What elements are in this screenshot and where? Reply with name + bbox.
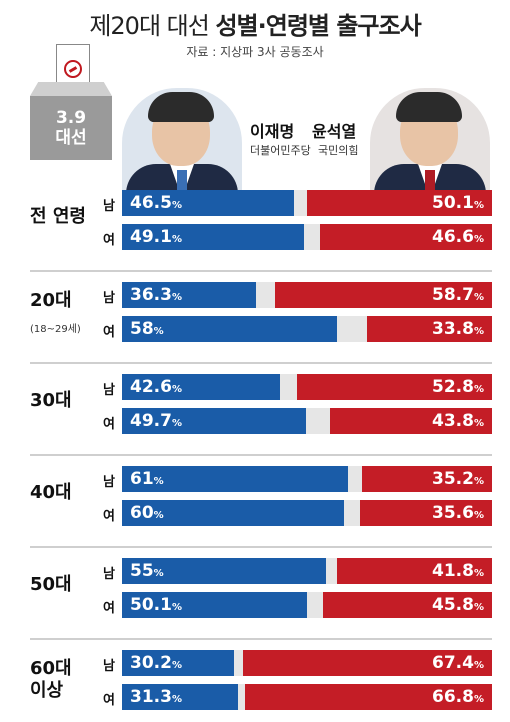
title-light: 제20대 대선 <box>89 12 209 40</box>
ballot-box-icon: 3.9 대선 <box>30 96 112 160</box>
gender-label: 여 <box>103 509 115 524</box>
bar-yoon <box>337 558 492 584</box>
group-divider <box>30 638 492 640</box>
chart-title: 제20대 대선 성별·연령별 출구조사 <box>0 6 510 41</box>
bar-lee <box>122 408 306 434</box>
hair-shape <box>148 92 214 122</box>
value-label-yoon: 41.8% <box>432 561 484 581</box>
ballot-box-lid <box>30 82 112 96</box>
value-label-yoon: 35.6% <box>432 503 484 523</box>
group-label: 20대 <box>30 290 98 312</box>
bar-lee <box>122 500 344 526</box>
bar-lee <box>122 316 337 342</box>
bar-yoon <box>360 500 492 526</box>
gender-label: 여 <box>103 693 115 708</box>
value-label-lee: 61% <box>130 469 164 489</box>
gender-label: 남 <box>103 383 115 398</box>
bar-yoon <box>319 224 492 250</box>
bar-lee <box>122 684 238 710</box>
value-label-yoon: 67.4% <box>432 653 484 673</box>
bar-lee <box>122 592 308 618</box>
ballot-box-date: 3.9 <box>55 108 87 128</box>
source-note: 자료 : 지상파 3사 공동조사 <box>186 45 324 59</box>
gender-label: 남 <box>103 291 115 306</box>
gender-label: 여 <box>103 601 115 616</box>
tie-shape <box>425 170 435 196</box>
value-label-yoon: 46.6% <box>432 227 484 247</box>
bar-yoon <box>366 316 492 342</box>
value-label-lee: 30.2% <box>130 653 182 673</box>
gender-label: 여 <box>103 417 115 432</box>
bar-yoon <box>329 408 492 434</box>
bar-lee <box>122 282 257 308</box>
value-label-lee: 58% <box>130 319 164 339</box>
bar-yoon <box>274 282 492 308</box>
group-divider <box>30 546 492 548</box>
gender-label: 남 <box>103 199 115 214</box>
bar-yoon <box>244 684 492 710</box>
ballot-box-label: 대선 <box>55 128 87 148</box>
bar-yoon <box>361 466 492 492</box>
value-label-lee: 49.1% <box>130 227 182 247</box>
candidate-left-party: 더불어민주당 <box>250 144 311 157</box>
value-label-yoon: 33.8% <box>432 319 484 339</box>
value-label-yoon: 35.2% <box>432 469 484 489</box>
bar-yoon <box>242 650 492 676</box>
bar-lee <box>122 374 280 400</box>
gender-label: 여 <box>103 325 115 340</box>
group-divider <box>30 270 492 272</box>
value-label-lee: 31.3% <box>130 687 182 707</box>
group-label: 50대 <box>30 574 98 596</box>
value-label-yoon: 45.8% <box>432 595 484 615</box>
gender-label: 남 <box>103 567 115 582</box>
value-label-lee: 46.5% <box>130 193 182 213</box>
value-label-lee: 36.3% <box>130 285 182 305</box>
vote-stamp-icon <box>64 60 82 78</box>
group-label: 30대 <box>30 390 98 412</box>
group-label-line: 이상 <box>30 680 64 701</box>
bar-lee <box>122 466 348 492</box>
group-label-line: 30대 <box>30 390 72 411</box>
value-label-yoon: 52.8% <box>432 377 484 397</box>
candidate-left-name: 이재명 <box>250 122 295 141</box>
bar-lee <box>122 558 326 584</box>
group-label-line: 20대 <box>30 290 72 311</box>
group-label-line: 전 연령 <box>30 206 86 227</box>
value-label-lee: 49.7% <box>130 411 182 431</box>
bar-yoon <box>306 190 492 216</box>
value-label-yoon: 43.8% <box>432 411 484 431</box>
group-label: 60대 이상 <box>30 658 98 702</box>
group-divider <box>30 362 492 364</box>
hair-shape <box>396 92 462 122</box>
bar-yoon <box>322 592 492 618</box>
candidate-right-name: 윤석열 <box>312 122 357 141</box>
bar-lee <box>122 224 304 250</box>
group-label-line: 60대 <box>30 658 72 679</box>
bar-yoon <box>296 374 492 400</box>
value-label-lee: 55% <box>130 561 164 581</box>
group-label-line: 50대 <box>30 574 72 595</box>
bar-lee <box>122 650 234 676</box>
tie-shape <box>177 170 187 196</box>
value-label-yoon: 66.8% <box>432 687 484 707</box>
bar-lee <box>122 190 295 216</box>
candidate-right-party: 국민의힘 <box>318 144 359 157</box>
value-label-yoon: 50.1% <box>432 193 484 213</box>
value-label-lee: 50.1% <box>130 595 182 615</box>
title-bold: 성별·연령별 출구조사 <box>215 12 421 40</box>
gender-label: 남 <box>103 475 115 490</box>
group-divider <box>30 454 492 456</box>
gender-label: 여 <box>103 233 115 248</box>
gender-label: 남 <box>103 659 115 674</box>
group-sublabel: (18~29세) <box>30 324 81 335</box>
value-label-yoon: 58.7% <box>432 285 484 305</box>
value-label-lee: 42.6% <box>130 377 182 397</box>
group-label-line: 40대 <box>30 482 72 503</box>
group-label: 40대 <box>30 482 98 504</box>
value-label-lee: 60% <box>130 503 164 523</box>
group-label: 전 연령 <box>30 206 98 228</box>
